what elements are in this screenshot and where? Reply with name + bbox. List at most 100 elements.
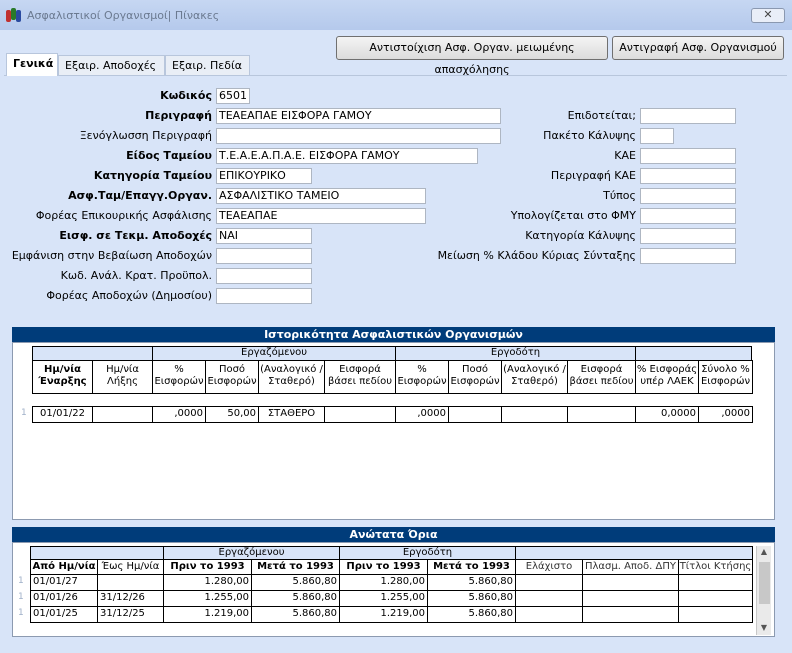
limits-cell[interactable]: 31/12/25 <box>97 606 164 623</box>
history-header-blank <box>32 346 153 361</box>
limits-cell[interactable]: 5.860,80 <box>251 574 340 591</box>
tab-excluded-earnings[interactable]: Εξαιρ. Αποδοχές <box>58 55 165 75</box>
form-field[interactable]: ΝΑΙ <box>216 228 312 244</box>
history-cell[interactable]: ,0000 <box>395 406 449 423</box>
form-field[interactable]: Τ.Ε.Α.Ε.Α.Π.Α.Ε. ΕΙΣΦΟΡΑ ΓΑΜΟΥ <box>216 148 478 164</box>
history-cell[interactable] <box>501 406 568 423</box>
history-cell[interactable]: ,0000 <box>152 406 206 423</box>
form-field[interactable] <box>640 128 674 144</box>
limits-column-header: Πλασμ. Αποδ. ΔΠΥ <box>582 559 679 575</box>
limits-cell[interactable]: 5.860,80 <box>427 590 516 607</box>
limits-cell[interactable] <box>678 606 753 623</box>
history-group-employer: Εργοδότη <box>395 346 636 361</box>
row-indicator: 1 <box>18 608 24 618</box>
history-cell[interactable]: 50,00 <box>205 406 259 423</box>
limits-cell[interactable] <box>97 574 164 591</box>
limits-cell[interactable]: 5.860,80 <box>251 590 340 607</box>
title-bar[interactable]: Ασφαλιστικοί Οργανισμοί| Πίνακες ✕ <box>0 0 792 30</box>
limits-cell[interactable]: 01/01/25 <box>30 606 98 623</box>
form-label: Φορέας Επικουρικής Ασφάλισης <box>35 209 212 222</box>
form-field[interactable] <box>640 208 736 224</box>
form-label: Περιγραφή <box>145 109 212 122</box>
form-field[interactable] <box>216 268 312 284</box>
history-cell[interactable] <box>448 406 502 423</box>
limits-scrollbar[interactable]: ▲ ▼ <box>756 546 771 635</box>
form-field[interactable]: ΑΣΦΑΛΙΣΤΙΚΟ ΤΑΜΕΙΟ <box>216 188 426 204</box>
history-column-header: % Εισφοράς υπέρ ΛΑΕΚ <box>635 360 699 394</box>
scroll-thumb[interactable] <box>759 562 770 604</box>
limits-column-header: Μετά το 1993 <box>427 559 516 575</box>
limits-column-header: Μετά το 1993 <box>251 559 340 575</box>
form-field[interactable] <box>216 128 501 144</box>
form-label: Υπολογίζεται στο ΦΜΥ <box>510 209 636 222</box>
limits-cell[interactable]: 1.219,00 <box>163 606 252 623</box>
tab-excluded-fields[interactable]: Εξαιρ. Πεδία <box>165 55 250 75</box>
history-group-employee: Εργαζόμενου <box>152 346 396 361</box>
history-column-header: Εισφορά βάσει πεδίου <box>324 360 396 394</box>
limits-cell[interactable] <box>515 606 583 623</box>
form-field[interactable] <box>640 108 736 124</box>
limits-cell[interactable] <box>582 590 679 607</box>
form-label: Κωδ. Ανάλ. Κρατ. Προϋπολ. <box>60 269 212 282</box>
limits-cell[interactable] <box>515 590 583 607</box>
close-button[interactable]: ✕ <box>751 8 785 23</box>
tab-general[interactable]: Γενικά <box>6 53 58 76</box>
limits-cell[interactable] <box>582 574 679 591</box>
history-cell[interactable]: 01/01/22 <box>32 406 93 423</box>
form-field[interactable]: 6501 <box>216 88 250 104</box>
form-label: Εμφάνιση στην Βεβαίωση Αποδοχών <box>11 249 212 262</box>
form-field[interactable] <box>640 188 736 204</box>
form-field[interactable] <box>640 228 736 244</box>
form-field[interactable]: ΤΕΑΕΑΠΑΕ ΕΙΣΦΟΡΑ ΓΑΜΟΥ <box>216 108 501 124</box>
history-column-header: Ημ/νία Έναρξης <box>32 360 93 394</box>
limits-cell[interactable] <box>678 574 753 591</box>
limits-group-employee: Εργαζόμενου <box>163 546 340 560</box>
limits-cell[interactable]: 1.255,00 <box>163 590 252 607</box>
limits-section-title: Ανώτατα Όρια <box>12 527 775 542</box>
limits-column-header: Από Ημ/νία <box>30 559 98 575</box>
history-cell[interactable]: ΣΤΑΘΕΡΟ <box>258 406 325 423</box>
history-column-header: Ποσό Εισφορών <box>205 360 259 394</box>
form-label: Ασφ.Ταμ/Επαγγ.Οργαν. <box>68 189 212 202</box>
form-field[interactable]: ΤΕΑΕΑΠΑΕ <box>216 208 426 224</box>
form-field[interactable] <box>640 148 736 164</box>
limits-cell[interactable]: 5.860,80 <box>427 574 516 591</box>
limits-cell[interactable]: 5.860,80 <box>251 606 340 623</box>
history-cell[interactable] <box>567 406 636 423</box>
scroll-down-icon[interactable]: ▼ <box>760 623 768 632</box>
limits-cell[interactable]: 31/12/26 <box>97 590 164 607</box>
form-label: Πακέτο Κάλυψης <box>543 129 636 142</box>
form-field[interactable] <box>216 248 312 264</box>
limits-cell[interactable]: 5.860,80 <box>427 606 516 623</box>
history-cell[interactable] <box>92 406 153 423</box>
limits-column-header: Ελάχιστο <box>515 559 583 575</box>
scroll-up-icon[interactable]: ▲ <box>760 547 768 556</box>
history-cell[interactable] <box>324 406 396 423</box>
limits-cell[interactable]: 1.280,00 <box>163 574 252 591</box>
history-section-title: Ιστορικότητα Ασφαλιστικών Οργανισμών <box>12 327 775 342</box>
limits-cell[interactable]: 1.280,00 <box>339 574 428 591</box>
form-label: Κατηγορία Ταμείου <box>93 169 212 182</box>
limits-cell[interactable]: 1.219,00 <box>339 606 428 623</box>
limits-column-header: Πριν το 1993 <box>339 559 428 575</box>
limits-header-blank <box>515 546 753 560</box>
limits-cell[interactable] <box>515 574 583 591</box>
copy-organization-button[interactable]: Αντιγραφή Ασφ. Οργανισμού <box>612 36 784 60</box>
limits-cell[interactable] <box>678 590 753 607</box>
form-field[interactable] <box>640 248 736 264</box>
limits-cell[interactable]: 01/01/27 <box>30 574 98 591</box>
history-cell[interactable]: ,0000 <box>698 406 753 423</box>
form-label: Κωδικός <box>160 89 212 102</box>
limits-group-employer: Εργοδότη <box>339 546 516 560</box>
limits-cell[interactable] <box>582 606 679 623</box>
limits-cell[interactable]: 1.255,00 <box>339 590 428 607</box>
history-column-header: Σύνολο % Εισφορών <box>698 360 753 394</box>
form-field[interactable]: ΕΠΙΚΟΥΡΙΚΟ <box>216 168 312 184</box>
form-field[interactable] <box>640 168 736 184</box>
history-column-header: (Αναλογικό / Σταθερό) <box>258 360 325 394</box>
form-field[interactable] <box>216 288 312 304</box>
history-cell[interactable]: 0,0000 <box>635 406 699 423</box>
limits-cell[interactable]: 01/01/26 <box>30 590 98 607</box>
form-label: Μείωση % Κλάδου Κύριας Σύνταξης <box>437 249 636 262</box>
map-reduced-employment-button[interactable]: Αντιστοίχιση Ασφ. Οργαν. μειωμένης απασχ… <box>336 36 608 76</box>
